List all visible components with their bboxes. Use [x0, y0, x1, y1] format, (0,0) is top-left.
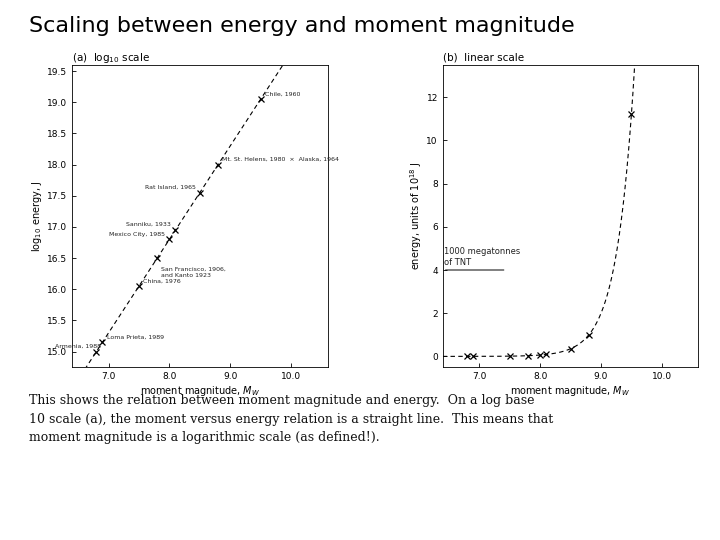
Text: Sanniku, 1933: Sanniku, 1933	[127, 222, 171, 227]
Text: Mexico City, 1985: Mexico City, 1985	[109, 232, 165, 237]
Text: (a)  log$_{10}$ scale: (a) log$_{10}$ scale	[72, 51, 150, 65]
X-axis label: moment magnitude, $M_W$: moment magnitude, $M_W$	[140, 384, 260, 398]
Text: (b)  linear scale: (b) linear scale	[443, 52, 524, 63]
Text: Scaling between energy and moment magnitude: Scaling between energy and moment magnit…	[29, 16, 575, 36]
Text: Chile, 1960: Chile, 1960	[265, 91, 300, 96]
Text: Armenia, 1988: Armenia, 1988	[55, 344, 101, 349]
Text: Mt. St. Helens, 1980  ×  Alaska, 1964: Mt. St. Helens, 1980 × Alaska, 1964	[222, 157, 339, 162]
X-axis label: moment magnitude, $M_W$: moment magnitude, $M_W$	[510, 384, 631, 398]
Text: China, 1976: China, 1976	[143, 278, 181, 284]
Y-axis label: energy, units of $10^{18}$ J: energy, units of $10^{18}$ J	[408, 162, 423, 270]
Text: San Francisco, 1906,
and Kanto 1923: San Francisco, 1906, and Kanto 1923	[161, 267, 226, 278]
Y-axis label: log$_{10}$ energy, J: log$_{10}$ energy, J	[30, 180, 44, 252]
Text: This shows the relation between moment magnitude and energy.  On a log base
10 s: This shows the relation between moment m…	[29, 394, 553, 444]
Text: Loma Prieta, 1989: Loma Prieta, 1989	[107, 334, 163, 340]
Text: Rat Island, 1965: Rat Island, 1965	[145, 185, 196, 190]
Text: 1000 megatonnes
of TNT: 1000 megatonnes of TNT	[444, 247, 520, 267]
